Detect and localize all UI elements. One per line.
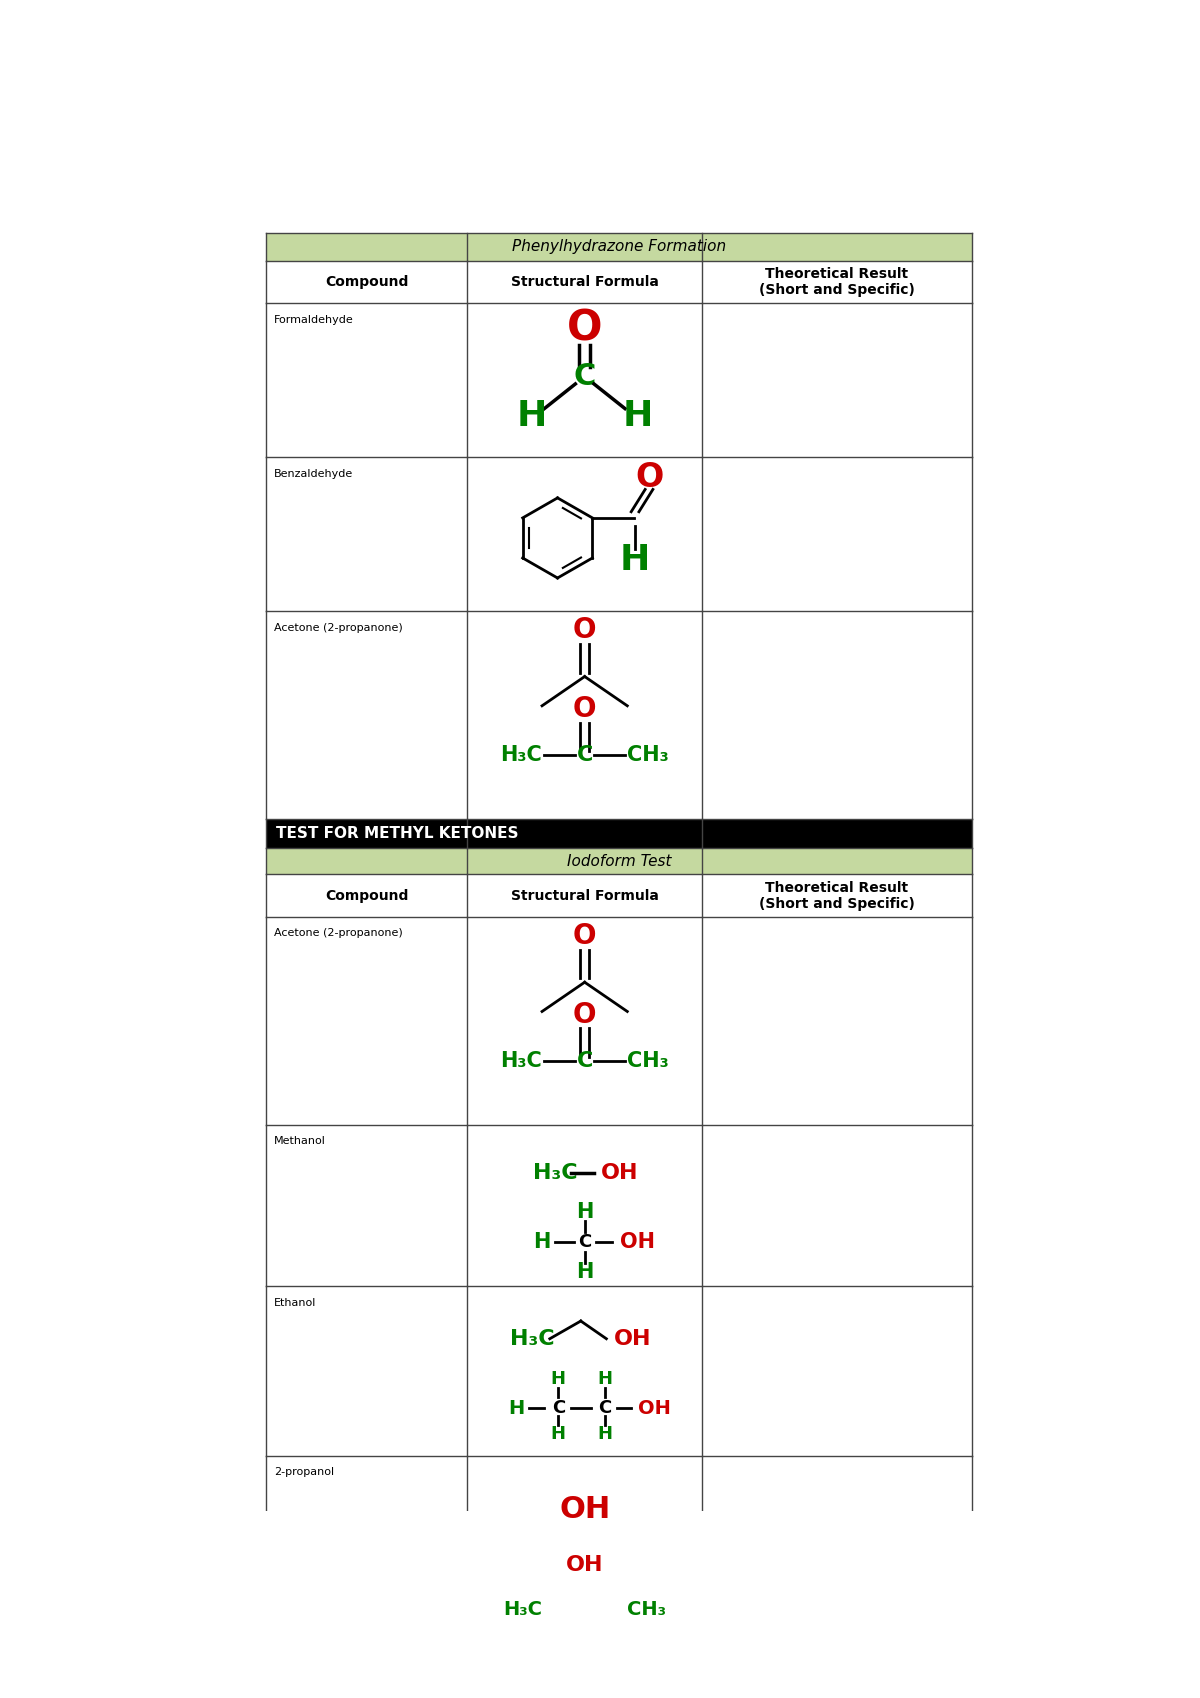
Text: CH₃: CH₃ bbox=[628, 1051, 670, 1071]
Text: O: O bbox=[572, 922, 596, 949]
Text: Acetone (2-propanone): Acetone (2-propanone) bbox=[274, 623, 403, 633]
Text: O: O bbox=[572, 694, 596, 723]
Text: OH: OH bbox=[620, 1233, 655, 1253]
Text: H: H bbox=[551, 1425, 566, 1443]
Text: Ethanol: Ethanol bbox=[274, 1297, 317, 1307]
Text: Compound: Compound bbox=[325, 275, 408, 289]
Text: Theoretical Result
(Short and Specific): Theoretical Result (Short and Specific) bbox=[758, 267, 914, 297]
Text: H₃C: H₃C bbox=[500, 1051, 542, 1071]
Text: Compound: Compound bbox=[325, 888, 408, 903]
Text: H₃C: H₃C bbox=[533, 1163, 577, 1184]
Text: C: C bbox=[576, 1051, 593, 1071]
Text: OH: OH bbox=[566, 1555, 604, 1576]
Text: H: H bbox=[576, 1202, 593, 1221]
Text: H₃C: H₃C bbox=[510, 1330, 554, 1348]
Text: H: H bbox=[509, 1399, 524, 1418]
Text: Phenylhydrazone Formation: Phenylhydrazone Formation bbox=[512, 239, 726, 255]
Bar bbox=[266, 849, 972, 874]
Text: H₃C: H₃C bbox=[503, 1600, 542, 1620]
Bar bbox=[266, 818, 972, 849]
Text: Benzaldehyde: Benzaldehyde bbox=[274, 469, 353, 479]
Text: C: C bbox=[574, 362, 596, 391]
Text: Acetone (2-propanone): Acetone (2-propanone) bbox=[274, 929, 403, 939]
Text: O: O bbox=[566, 307, 602, 350]
Text: Theoretical Result
(Short and Specific): Theoretical Result (Short and Specific) bbox=[758, 881, 914, 910]
Text: C: C bbox=[576, 745, 593, 766]
Text: H: H bbox=[551, 1370, 566, 1387]
Text: TEST FOR METHYL KETONES: TEST FOR METHYL KETONES bbox=[276, 827, 518, 841]
Text: H: H bbox=[576, 1262, 593, 1282]
Text: Structural Formula: Structural Formula bbox=[511, 275, 659, 289]
Text: CH₃: CH₃ bbox=[628, 745, 670, 766]
Bar bbox=[266, 233, 972, 261]
Text: H: H bbox=[517, 399, 547, 433]
Text: Formaldehyde: Formaldehyde bbox=[274, 314, 354, 324]
Text: O: O bbox=[635, 462, 664, 494]
Text: O: O bbox=[572, 616, 596, 644]
Text: CH₃: CH₃ bbox=[628, 1600, 666, 1620]
Text: 2-propanol: 2-propanol bbox=[274, 1467, 334, 1477]
Text: H: H bbox=[620, 543, 650, 577]
Text: OH: OH bbox=[638, 1399, 671, 1418]
Text: C: C bbox=[598, 1399, 612, 1418]
Text: Methanol: Methanol bbox=[274, 1136, 326, 1146]
Text: OH: OH bbox=[601, 1163, 638, 1184]
Text: C: C bbox=[578, 1233, 592, 1251]
Text: H: H bbox=[598, 1370, 612, 1387]
Text: Structural Formula: Structural Formula bbox=[511, 888, 659, 903]
Text: OH: OH bbox=[614, 1330, 652, 1348]
Text: Iodoform Test: Iodoform Test bbox=[566, 854, 671, 869]
Text: H: H bbox=[598, 1425, 612, 1443]
Text: H: H bbox=[533, 1233, 551, 1253]
Text: H₃C: H₃C bbox=[500, 745, 542, 766]
Text: O: O bbox=[572, 1000, 596, 1029]
Text: C: C bbox=[552, 1399, 565, 1418]
Text: H: H bbox=[622, 399, 653, 433]
Text: OH: OH bbox=[559, 1496, 611, 1525]
